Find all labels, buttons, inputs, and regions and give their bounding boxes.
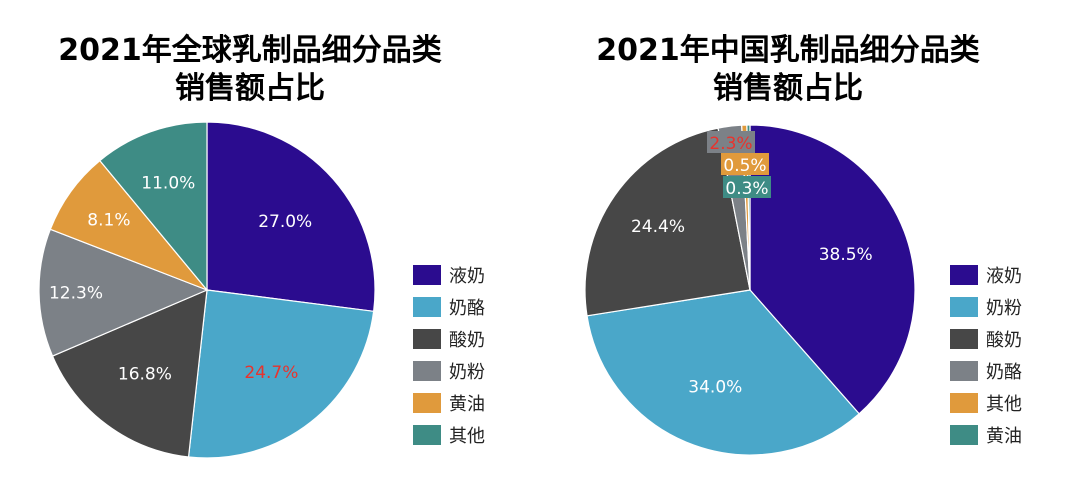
slice-value-label: 12.3% [49,283,103,303]
slice-value-label: 0.3% [725,179,768,199]
callout-box [723,176,771,198]
pie-slice [206,121,376,313]
pie-slice [98,121,208,292]
slice-value-label: 0.5% [723,156,766,176]
pie-slice [38,228,209,357]
legend-swatch [950,297,978,317]
slice-value-label: 8.1% [87,210,130,230]
slice-value-label: 27.0% [258,212,312,232]
legend-label: 奶粉 [986,298,1022,319]
callout-box [707,131,755,153]
pie-labels: 38.5% 34.0% 24.4% 2.3%0.5% 0.3% [631,131,873,397]
legend-swatch [950,361,978,381]
chart-title-line-2: 销售额占比 [713,71,863,106]
legend-swatch [413,361,441,381]
slice-value-label: 38.5% [819,245,873,265]
legend-label: 奶酪 [449,298,485,319]
legend-label: 奶酪 [986,362,1022,383]
legend-label: 黄油 [449,394,485,415]
legend-label: 酸奶 [449,330,485,351]
legend-label: 液奶 [449,266,485,287]
chart-title-line-1: 2021年全球乳制品细分品类 [58,33,442,68]
legend-swatch [413,329,441,349]
slice-value-label: 11.0% [141,174,195,194]
legend-swatch [950,329,978,349]
slice-value-label: 24.7% [244,363,298,383]
legend-swatch [413,265,441,285]
slice-value-label: 24.4% [631,217,685,237]
callout-box [721,153,769,175]
legend-swatch [950,393,978,413]
pie-labels: 27.0% 24.7% 16.8% 12.3% 8.1% 11.0% [49,174,312,385]
pie-slice [749,124,916,415]
slice-value-label: 16.8% [118,365,172,385]
legend-swatch [413,425,441,445]
legend-label: 黄油 [986,426,1022,447]
global-pie-chart: 2021年全球乳制品细分品类 销售额占比 27.0% 24.7% 16.8% 12.3… [38,33,485,459]
legend-label: 其他 [986,394,1022,415]
legend-swatch [413,297,441,317]
china-pie-chart: 2021年中国乳制品细分品类 销售额占比 38.5% 34.0% 24.4% 2.3%… [584,33,1022,456]
legend-swatch [950,425,978,445]
pie-slice [187,289,375,459]
legend-swatch [950,265,978,285]
legend-swatch [413,393,441,413]
slice-value-label: 34.0% [688,377,742,397]
chart-title-line-1: 2021年中国乳制品细分品类 [596,33,980,68]
legend-label: 其他 [449,426,485,447]
legend-label: 酸奶 [986,330,1022,351]
legend-label: 液奶 [986,266,1022,287]
pie-slice [584,127,751,317]
chart-title-line-2: 销售额占比 [175,71,325,106]
slice-value-label: 2.3% [709,134,752,154]
pie-slice [586,289,860,456]
pie-slice [51,289,208,458]
pie-slices [38,121,376,459]
legend-label: 奶粉 [449,362,485,383]
